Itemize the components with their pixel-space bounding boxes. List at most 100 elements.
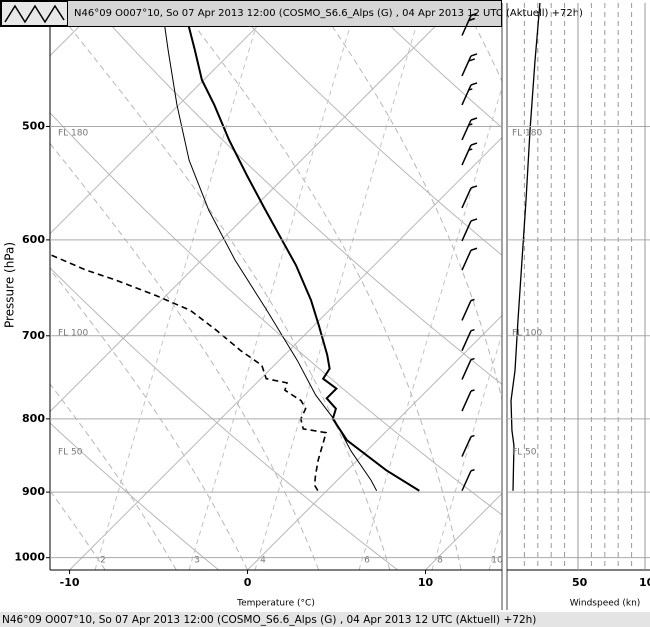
- mixing-ratio-label: 10: [491, 556, 503, 566]
- x-tick-label: 100: [639, 576, 650, 589]
- wind-barb: [461, 117, 478, 141]
- mixing-ratio-label: 3: [194, 556, 200, 566]
- barb-feather: [468, 88, 473, 91]
- isotherm: [247, 314, 502, 570]
- barb-feather: [470, 218, 478, 222]
- zigzag-icon: [4, 4, 65, 24]
- dry-adiabat: [50, 267, 399, 570]
- header-title: N46°09 O007°10, So 07 Apr 2013 12:00 (CO…: [74, 8, 583, 19]
- y-tick-label: 600: [22, 233, 45, 246]
- wind-barb: [461, 142, 478, 166]
- barb-feather: [470, 53, 478, 57]
- wind-barb: [461, 328, 475, 352]
- windspeed-line: [510, 3, 541, 491]
- y-tick-label: 700: [22, 329, 45, 342]
- barb-feather: [470, 185, 478, 189]
- moist-adiabat: [50, 490, 106, 570]
- barb-feather: [470, 357, 475, 361]
- wind-barb: [461, 247, 478, 271]
- barb-feather: [468, 58, 476, 62]
- footer-bar: [0, 612, 650, 627]
- flight-level-label: FL 100: [512, 329, 543, 339]
- barb-feather: [468, 17, 476, 22]
- barb-feather: [470, 247, 478, 251]
- y-tick-label: 900: [22, 485, 45, 498]
- y-tick-label: 1000: [14, 551, 45, 564]
- barb-staff: [461, 300, 472, 321]
- barb-feather: [470, 389, 475, 392]
- mixing-ratio-label: 4: [260, 556, 266, 566]
- barb-feather: [470, 298, 475, 302]
- mixing-ratio-label: 2: [100, 556, 106, 566]
- mixing-ratio-label: 6: [364, 556, 370, 566]
- menu-icon[interactable]: [1, 1, 68, 26]
- moist-adiabat: [176, 3, 462, 570]
- header-bar: [0, 0, 502, 27]
- barb-staff: [461, 220, 472, 242]
- barb-staff: [461, 144, 472, 166]
- profile-line: [181, 3, 420, 492]
- barb-feather: [470, 82, 478, 86]
- dry-adiabat: [90, 3, 502, 385]
- flight-level-label: FL 180: [512, 129, 543, 139]
- wind-barb: [461, 298, 475, 321]
- barb-feather: [470, 469, 475, 472]
- x-tick-label: 10: [418, 576, 434, 589]
- x-axis-label: Temperature (°C): [236, 599, 315, 609]
- barb-staff: [461, 470, 472, 492]
- moist-adiabat: [50, 3, 391, 570]
- x-tick-label: 0: [244, 576, 252, 589]
- mixing-ratio-label: 8: [437, 556, 443, 566]
- moist-adiabat: [50, 142, 320, 570]
- barb-staff: [461, 249, 472, 271]
- barb-feather: [470, 434, 475, 438]
- y-tick-label: 500: [22, 119, 45, 132]
- isotherm: [50, 3, 459, 413]
- moist-adiabat: [50, 268, 248, 570]
- flight-level-label: FL 50: [512, 448, 537, 458]
- x-tick-label: -10: [60, 576, 80, 589]
- barb-feather: [470, 12, 478, 17]
- wind-barb: [461, 53, 478, 77]
- barb-staff: [461, 390, 472, 412]
- wind-barb: [461, 389, 475, 412]
- wind-barb: [461, 218, 478, 242]
- barb-staff: [461, 84, 472, 106]
- barb-feather: [470, 117, 478, 121]
- barb-feather: [468, 123, 473, 126]
- y-axis-label: Pressure (hPa): [3, 242, 17, 328]
- x-tick-label: 50: [572, 576, 588, 589]
- wind-barb: [461, 434, 475, 457]
- dry-adiabat: [50, 111, 502, 516]
- barb-staff: [461, 119, 472, 141]
- wind-barb: [461, 357, 475, 380]
- wind-plot: [510, 3, 633, 570]
- skewt-plot: [50, 3, 502, 570]
- wind-barb: [461, 185, 478, 209]
- barb-staff: [461, 330, 472, 352]
- flight-level-label: FL 180: [58, 129, 89, 139]
- wind-barb: [461, 82, 478, 106]
- isotherm: [50, 3, 282, 235]
- barb-staff: [461, 436, 472, 457]
- barb-staff: [461, 187, 472, 209]
- barb-staff: [461, 359, 472, 380]
- barb-staff: [461, 15, 472, 36]
- flight-level-label: FL 100: [58, 329, 89, 339]
- wind-barb: [461, 469, 475, 492]
- barb-feather: [470, 328, 475, 332]
- wind-barb: [461, 12, 478, 36]
- wind-axis-label: Windspeed (kn): [570, 599, 641, 609]
- footer-title: N46°09 O007°10, So 07 Apr 2013 12:00 (CO…: [2, 614, 536, 626]
- dry-adiabat: [228, 3, 502, 256]
- flight-level-label: FL 50: [58, 448, 83, 458]
- barb-feather: [470, 142, 478, 146]
- dry-adiabat: [50, 422, 220, 570]
- barb-feather: [468, 148, 473, 151]
- isotherm: [69, 136, 502, 570]
- barb-staff: [461, 55, 472, 77]
- profile-line: [160, 3, 378, 491]
- y-tick-label: 800: [22, 412, 45, 425]
